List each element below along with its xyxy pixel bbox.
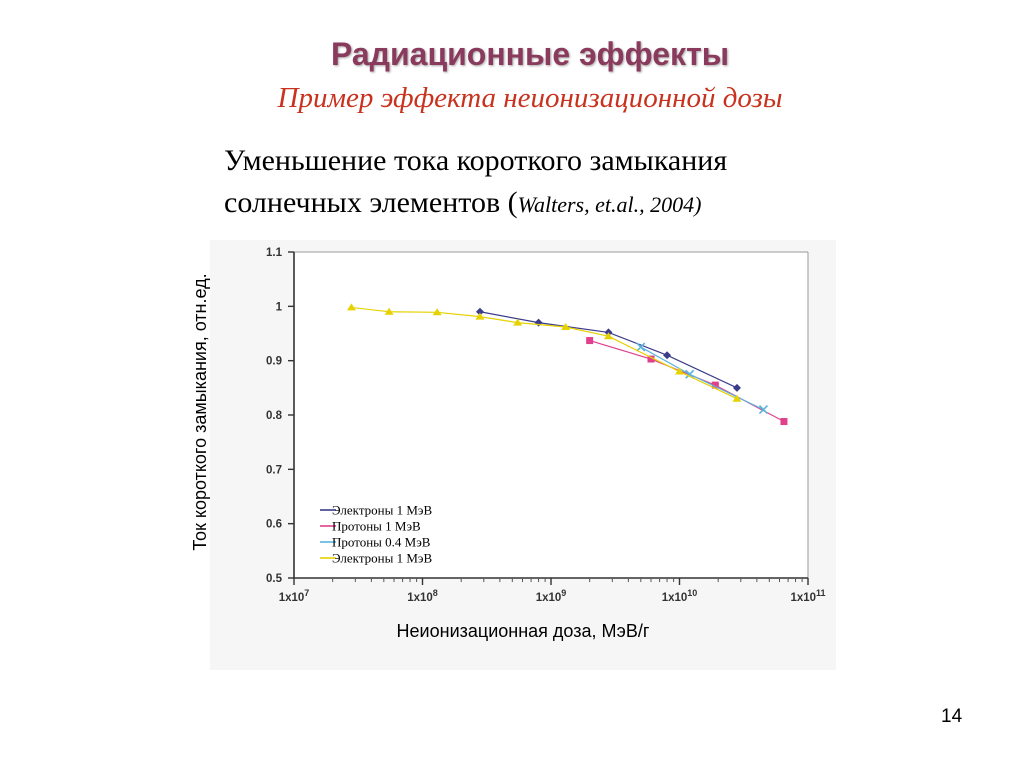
x-tick-label: 1x107 [279, 588, 310, 604]
x-tick-label: 1x108 [407, 588, 438, 604]
legend-label: Электроны 1 МэВ [332, 551, 432, 566]
slide-title: Радиационные эффекты [330, 36, 730, 72]
y-tick-label: 1.1 [266, 247, 283, 259]
series-layer [346, 303, 788, 426]
x-tick-label: 1x1010 [662, 588, 698, 604]
y-tick-label: 0.7 [266, 464, 282, 476]
slide-subtitle: Пример эффекта неионизационной дозы [277, 82, 783, 114]
data-point-marker [586, 337, 594, 345]
series-4 [346, 303, 742, 402]
data-point-marker [432, 308, 442, 316]
data-point-marker [384, 307, 394, 315]
x-tick-label: 1x1011 [790, 588, 825, 604]
y-axis-title: Ток короткого замыкания, отн.ед. [190, 273, 210, 550]
data-point-marker [685, 369, 695, 379]
y-tick-label: 1 [276, 301, 283, 313]
y-axis-ticks: 1.1 1 0.9 0.8 0.7 0.6 0.5 [266, 247, 294, 585]
data-point-marker [603, 332, 613, 340]
data-point-marker [513, 318, 523, 326]
data-point-marker [711, 381, 719, 389]
data-point-marker [732, 383, 741, 392]
data-point-marker [561, 322, 571, 330]
data-point-marker [475, 307, 484, 316]
y-tick-label: 0.8 [266, 410, 283, 422]
data-point-marker [647, 355, 655, 363]
x-axis-ticks: 1x107 1x108 1x109 1x1010 1x1011 [279, 578, 826, 604]
y-tick-label: 0.5 [266, 573, 283, 585]
body-line-1: Уменьшение тока короткого замыкания [224, 144, 728, 177]
body-line-2: солнечных элементов (Walters, et.al., 20… [224, 182, 727, 226]
citation: Walters, et.al., 2004) [517, 192, 702, 217]
data-point-marker [780, 418, 788, 426]
data-point-marker [675, 367, 684, 375]
body-line-2-main: солнечных элементов ( [224, 186, 518, 219]
slide-body-text: Уменьшение тока короткого замыкания солн… [224, 140, 727, 226]
legend-label: Электроны 1 МэВ [332, 503, 432, 518]
legend-label: Протоны 1 МэВ [332, 519, 421, 534]
data-point-marker [732, 394, 742, 402]
page-number: 14 [941, 706, 963, 727]
legend-label: Протоны 0.4 МэВ [332, 535, 431, 550]
data-point-marker [663, 351, 672, 360]
legend-box [316, 500, 546, 572]
data-point-marker [758, 405, 769, 415]
y-tick-label: 0.9 [266, 356, 282, 368]
x-tick-label: 1x109 [536, 588, 567, 604]
y-tick-label: 0.6 [266, 519, 282, 531]
x-axis-title: Неионизационная доза, МэВ/г [397, 621, 650, 641]
data-point-marker [475, 312, 485, 320]
data-point-marker [636, 342, 646, 352]
data-point-marker [346, 303, 356, 311]
